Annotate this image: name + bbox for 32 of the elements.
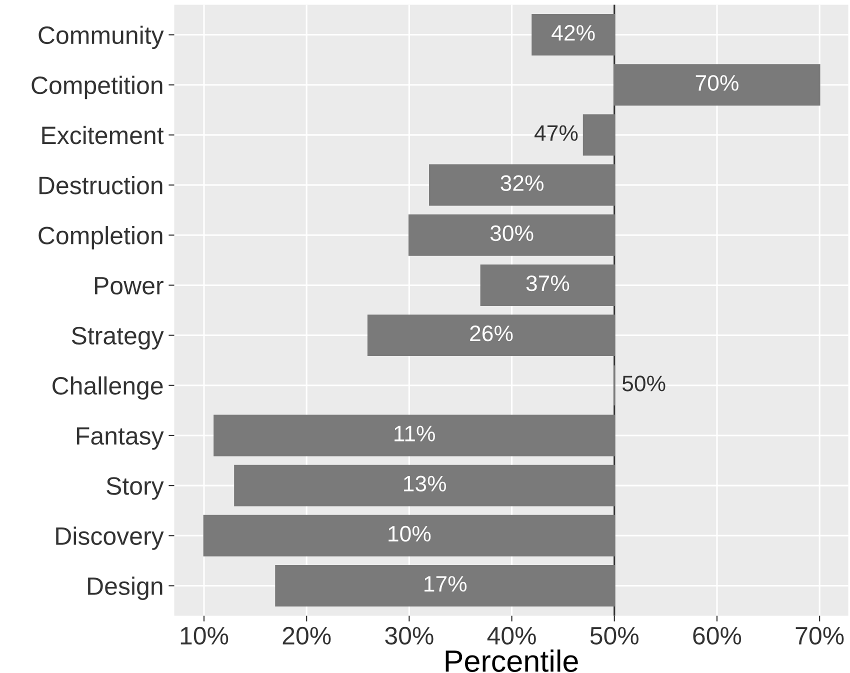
x-tick-label: 20%	[282, 626, 331, 645]
x-tick-label: 70%	[796, 626, 844, 645]
data-label: 30%	[490, 225, 534, 242]
data-label: 47%	[534, 125, 578, 141]
y-tick-label: Destruction	[39, 176, 162, 194]
y-tick-label: Community	[38, 26, 164, 50]
data-label: 11%	[394, 426, 435, 442]
x-tick-label: 40%	[487, 626, 536, 645]
data-label: 26%	[470, 326, 513, 342]
y-tick-label: Fantasy	[76, 427, 164, 450]
y-tick-label: Competition	[32, 76, 162, 100]
x-tick-label: 50%	[590, 626, 639, 645]
y-tick-label: Story	[106, 477, 164, 500]
data-label: 42%	[552, 24, 595, 41]
y-tick-label: Strategy	[72, 326, 164, 350]
y-tick-label: Completion	[38, 226, 162, 250]
data-label: 37%	[526, 275, 570, 292]
y-tick-label: Design	[88, 576, 162, 600]
y-tick-label: Excitement	[42, 126, 164, 144]
x-tick-label: 30%	[385, 626, 434, 645]
x-axis-title: Percentile	[446, 650, 578, 672]
data-label: 13%	[404, 476, 446, 492]
data-label: 70%	[696, 75, 738, 91]
data-label: 50%	[622, 376, 666, 392]
data-label: 32%	[500, 175, 544, 191]
data-label: 17%	[424, 576, 467, 592]
y-tick-label: Power	[95, 277, 164, 295]
x-tick-label: 60%	[693, 626, 742, 645]
x-tick-label: 10%	[180, 626, 228, 645]
y-tick-label: Challenge	[52, 376, 163, 400]
data-label: 10%	[388, 526, 431, 542]
y-tick-label: Discovery	[56, 526, 164, 550]
